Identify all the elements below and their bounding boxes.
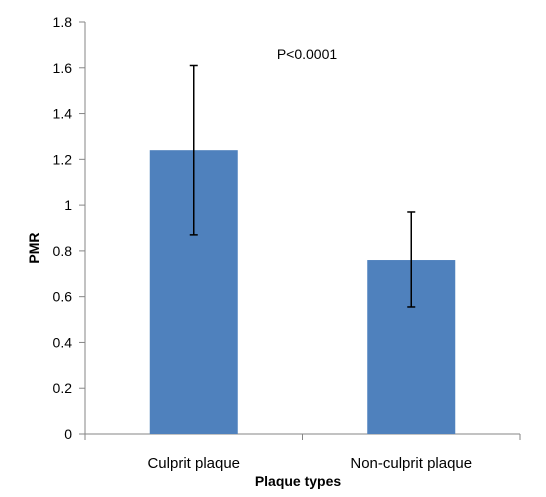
y-tick-label: 0.6 (53, 289, 73, 305)
x-category-label: Non-culprit plaque (350, 455, 472, 472)
x-categories: Culprit plaque Non-culprit plaque (147, 455, 472, 472)
x-axis-title: Plaque types (255, 473, 342, 489)
y-tick-label: 1.2 (53, 151, 73, 167)
y-axis-title: PMR (26, 232, 42, 263)
y-tick-label: 0.8 (53, 243, 73, 259)
y-tick-label: 1.8 (53, 14, 73, 30)
error-bars (189, 64, 416, 308)
y-tick-label: 1.6 (53, 60, 73, 76)
y-ticks: 0 0.2 0.4 0.6 0.8 1 1.2 1.4 1.6 1.8 (53, 14, 85, 442)
y-tick-label: 0.4 (53, 334, 73, 350)
p-value-annotation: P<0.0001 (277, 46, 338, 62)
y-tick-label: 0.2 (53, 380, 73, 396)
y-tick-label: 1.4 (53, 106, 73, 122)
y-tick-label: 0 (64, 426, 72, 442)
x-category-label: Culprit plaque (147, 455, 240, 472)
bars (149, 150, 456, 434)
y-tick-label: 1 (64, 197, 72, 213)
